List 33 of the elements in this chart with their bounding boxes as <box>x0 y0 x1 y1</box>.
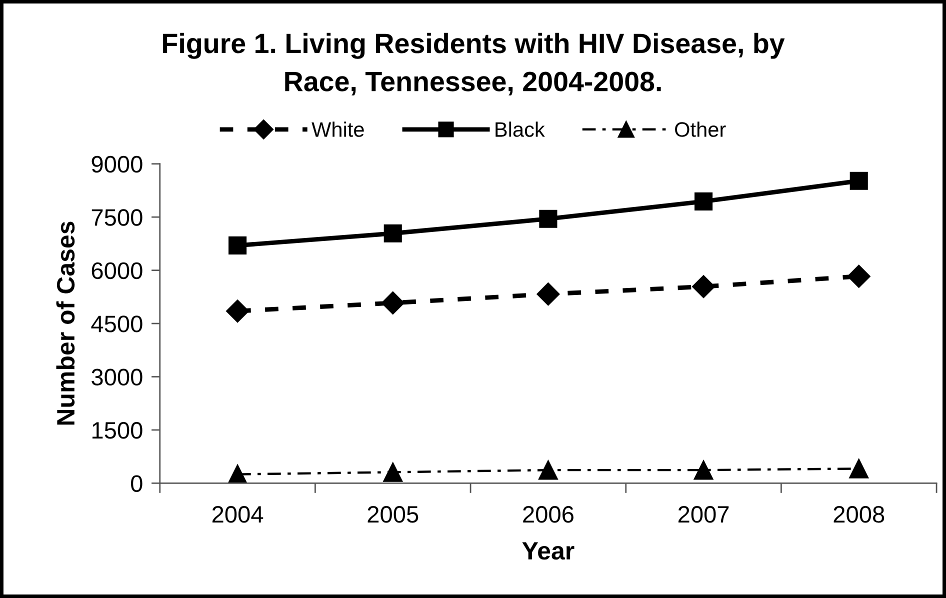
legend-label: Black <box>496 122 545 137</box>
point <box>692 275 716 298</box>
y-tick-label: 1500 <box>92 422 142 439</box>
point <box>384 224 402 242</box>
x-tick-label: 2005 <box>368 506 418 523</box>
legend-label: White <box>312 122 364 137</box>
x-tick-label: 2006 <box>523 506 574 523</box>
x-tick-label: 2007 <box>678 506 729 523</box>
y-tick-label: 9000 <box>92 156 142 173</box>
point <box>383 462 403 482</box>
x-axis-title: Year <box>522 542 574 560</box>
point <box>381 291 404 314</box>
y-tick-label: 7500 <box>92 209 142 226</box>
y-tick-label: 3000 <box>92 368 142 386</box>
point <box>694 192 713 210</box>
point <box>536 282 560 306</box>
y-tick-label: 0 <box>131 475 142 492</box>
y-axis-title: Number of Cases <box>56 222 75 425</box>
point <box>849 458 869 478</box>
legend-label: Other <box>675 122 726 137</box>
y-tick-label: 6000 <box>92 262 142 280</box>
point <box>694 460 714 480</box>
x-tick-label: 2004 <box>212 506 264 523</box>
point <box>226 300 250 323</box>
point <box>847 264 870 288</box>
point <box>538 460 558 480</box>
x-tick-label: 2008 <box>834 506 884 523</box>
y-tick-label: 4500 <box>91 316 142 332</box>
point <box>850 172 868 190</box>
point <box>228 464 248 484</box>
point <box>539 210 558 228</box>
point <box>228 236 247 254</box>
chart-title: Figure 1. Living Residents with HIV Disease, by Race, Tennessee, 2004-2008. <box>163 32 785 96</box>
